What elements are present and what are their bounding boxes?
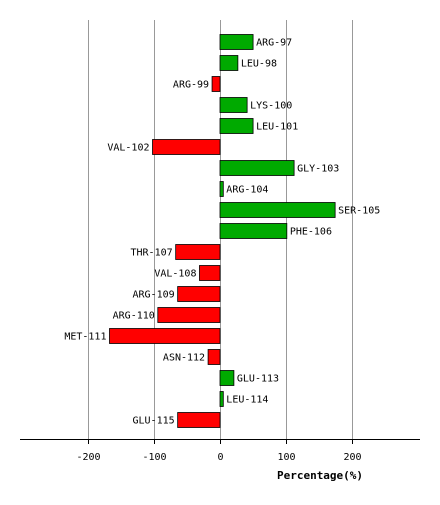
x-axis-title: Percentage(%) <box>277 469 363 482</box>
bar-label: ARG-99 <box>173 80 209 91</box>
bar-label: ARG-97 <box>256 38 292 49</box>
bar <box>219 34 254 50</box>
bar-label: PHE-106 <box>290 227 332 238</box>
label-layer: ARG-97 LEU-98 ARG-99 LYS-100 LEU-101 VAL-102 G… <box>64 38 380 427</box>
bar-label: ARG-104 <box>226 185 268 196</box>
bar <box>211 76 221 92</box>
bar-label: LEU-114 <box>226 395 268 406</box>
bar-label: ARG-110 <box>113 311 155 322</box>
bar <box>219 55 239 71</box>
bar <box>219 160 295 176</box>
x-tick-label: 100 <box>277 452 295 463</box>
bar <box>109 328 221 344</box>
bar-label: LEU-101 <box>256 122 298 133</box>
x-axis: -200 -100 0 100 200 <box>20 439 420 463</box>
bar <box>207 349 221 365</box>
bar <box>175 244 221 260</box>
bar <box>177 412 221 428</box>
bar-layer <box>109 34 336 428</box>
x-tick-label: 200 <box>343 452 361 463</box>
bar-label: ARG-109 <box>132 290 174 301</box>
bar-label: THR-107 <box>131 248 173 259</box>
bar <box>219 202 336 218</box>
bar <box>219 370 235 386</box>
bar-label: VAL-102 <box>107 143 149 154</box>
bar-label: LEU-98 <box>241 59 277 70</box>
bar-label: GLU-115 <box>132 416 174 427</box>
bar <box>152 139 221 155</box>
x-tick-label: -200 <box>76 452 100 463</box>
bar <box>177 286 221 302</box>
bar <box>219 181 224 197</box>
bar-label: GLU-113 <box>237 374 279 385</box>
bar-label: MET-111 <box>64 332 106 343</box>
bar <box>157 307 221 323</box>
bar-label: ASN-112 <box>163 353 205 364</box>
bar-label: LYS-100 <box>250 101 292 112</box>
bar <box>219 223 288 239</box>
bar <box>199 265 221 281</box>
bar-label: SER-105 <box>338 206 380 217</box>
bar <box>219 391 224 407</box>
bar <box>219 118 254 134</box>
x-tick-label: -100 <box>142 452 166 463</box>
x-tick-label: 0 <box>217 452 223 463</box>
bar-label: GLY-103 <box>297 164 339 175</box>
bar <box>219 97 248 113</box>
bar-label: VAL-108 <box>154 269 196 280</box>
